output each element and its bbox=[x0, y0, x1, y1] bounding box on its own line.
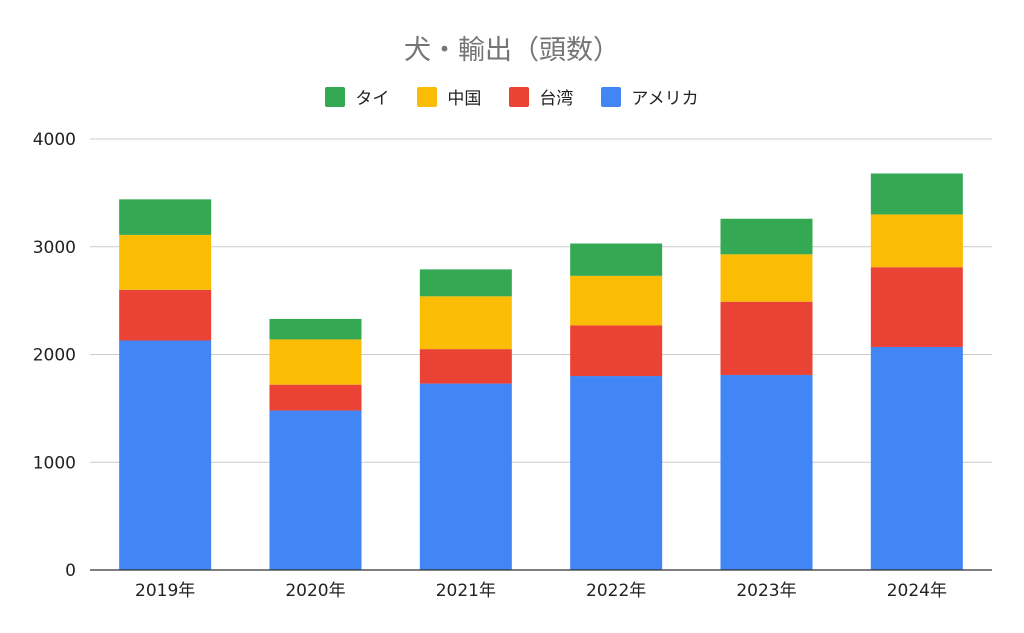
y-tick-label: 4000 bbox=[33, 130, 76, 150]
bar-segment bbox=[119, 289, 212, 341]
x-tick-label: 2022年 bbox=[586, 581, 646, 601]
legend-item: タイ bbox=[325, 84, 389, 109]
bar-segment bbox=[720, 301, 813, 375]
legend-label: 中国 bbox=[447, 89, 482, 109]
chart-legend: タイ 中国 台湾 アメリカ bbox=[0, 84, 1024, 109]
legend-swatch bbox=[509, 86, 530, 107]
bar-segment bbox=[870, 346, 963, 570]
legend-label: アメリカ bbox=[631, 89, 699, 109]
bar-segment bbox=[269, 318, 362, 340]
bar-segment bbox=[570, 275, 663, 326]
bar-segment bbox=[119, 340, 212, 570]
legend-item: アメリカ bbox=[601, 84, 699, 109]
legend-swatch bbox=[417, 86, 438, 107]
bar-segment bbox=[720, 254, 813, 302]
y-tick-label: 0 bbox=[65, 561, 76, 581]
bar-segment bbox=[119, 199, 212, 235]
x-tick-label: 2024年 bbox=[887, 581, 947, 601]
bar-segment bbox=[269, 384, 362, 411]
bar-segment bbox=[870, 173, 963, 215]
legend-item: 台湾 bbox=[509, 84, 573, 109]
chart-title: 犬・輸出（頭数） bbox=[404, 35, 620, 66]
bar-segment bbox=[419, 349, 512, 384]
x-tick-label: 2023年 bbox=[736, 581, 796, 601]
bar-segment bbox=[720, 218, 813, 255]
bar-segment bbox=[419, 383, 512, 570]
bar-segment bbox=[870, 214, 963, 268]
x-tick-label: 2019年 bbox=[135, 581, 195, 601]
legend-swatch bbox=[325, 86, 346, 107]
y-tick-label: 1000 bbox=[33, 453, 76, 473]
x-tick-label: 2021年 bbox=[436, 581, 496, 601]
y-tick-label: 2000 bbox=[33, 346, 76, 366]
legend-label: タイ bbox=[355, 89, 390, 109]
bar-segment bbox=[870, 267, 963, 347]
bar-segment bbox=[269, 339, 362, 385]
x-tick-label: 2020年 bbox=[285, 581, 345, 601]
legend-item: 中国 bbox=[417, 84, 481, 109]
legend-swatch bbox=[601, 86, 622, 107]
bar-segment bbox=[269, 410, 362, 570]
bar-segment bbox=[570, 325, 663, 377]
bar-segment bbox=[570, 376, 663, 570]
bar-segment bbox=[419, 269, 512, 297]
bar-segment bbox=[119, 234, 212, 290]
bar-segment bbox=[419, 296, 512, 350]
y-tick-label: 3000 bbox=[33, 238, 76, 258]
bar-segment bbox=[570, 243, 663, 276]
legend-label: 台湾 bbox=[539, 89, 574, 109]
bar-segment bbox=[720, 374, 813, 570]
